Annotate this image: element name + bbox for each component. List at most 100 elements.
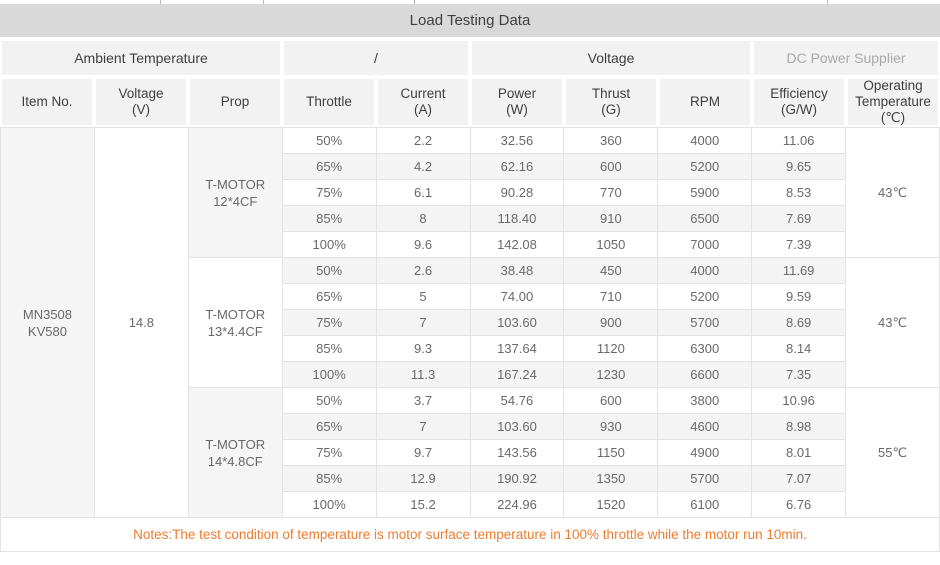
cell-rpm: 4000 [658, 258, 753, 284]
cell-line: Current [400, 86, 446, 101]
cell-efficiency: 10.96 [752, 388, 847, 414]
top-edge-tick [414, 0, 415, 4]
top-edge-tick [263, 0, 264, 4]
cell-line: 12*4CF [213, 193, 258, 209]
cell-line: T-MOTOR [205, 306, 266, 322]
cell-throttle: 65% [282, 284, 377, 310]
cell-thrust: 900 [564, 310, 659, 336]
cell-power: 54.76 [470, 388, 565, 414]
cell-line: T-MOTOR [205, 436, 266, 452]
prop-cell: T-MOTOR 12*4CF [188, 128, 283, 258]
cell-thrust: 1350 [564, 466, 659, 492]
cell-rpm: 4600 [658, 414, 753, 440]
cell-rpm: 7000 [658, 232, 753, 258]
cell-current: 5 [376, 284, 471, 310]
column-header-thrust: Thrust (G) [564, 77, 658, 127]
header-ambient-temperature-label: Ambient Temperature [74, 50, 208, 66]
cell-rpm: 6600 [658, 362, 753, 388]
cell-efficiency: 7.07 [752, 466, 847, 492]
cell-line: Throttle [306, 94, 352, 109]
cell-rpm: 5700 [658, 310, 753, 336]
cell-power: 32.56 [470, 128, 565, 154]
cell-current: 9.6 [376, 232, 471, 258]
cell-line: 13*4.4CF [207, 323, 263, 339]
cell-throttle: 75% [282, 310, 377, 336]
cell-current: 2.6 [376, 258, 471, 284]
cell-line: (℃) [880, 110, 906, 125]
cell-power: 38.48 [470, 258, 565, 284]
cell-rpm: 5200 [658, 284, 753, 310]
cell-power: 62.16 [470, 154, 565, 180]
cell-current: 11.3 [376, 362, 471, 388]
cell-current: 8 [376, 206, 471, 232]
cell-line: MN3508 [22, 306, 73, 322]
cell-efficiency: 8.98 [752, 414, 847, 440]
column-header-current: Current (A) [376, 77, 470, 127]
cell-line: (A) [414, 102, 432, 117]
table-title-text: Load Testing Data [409, 12, 531, 29]
header-voltage-group: Voltage [470, 39, 752, 77]
cell-thrust: 450 [564, 258, 659, 284]
cell-throttle: 100% [282, 362, 377, 388]
cell-current: 9.7 [376, 440, 471, 466]
cell-rpm: 5700 [658, 466, 753, 492]
column-header-efficiency: Efficiency (G/W) [752, 77, 846, 127]
prop-cell: T-MOTOR 13*4.4CF [188, 258, 283, 388]
cell-line: (W) [506, 102, 528, 117]
cell-line: 14*4.8CF [207, 453, 263, 469]
column-header-item-no: Item No. [0, 77, 94, 127]
header-slash-label: / [374, 50, 378, 66]
cell-power: 143.56 [470, 440, 565, 466]
cell-power: 118.40 [470, 206, 565, 232]
cell-current: 15.2 [376, 492, 471, 518]
cell-current: 3.7 [376, 388, 471, 414]
header-group-row: Ambient Temperature / Voltage DC Power S… [0, 39, 940, 77]
supply-voltage-cell: 14.8 [94, 128, 189, 518]
cell-line: Power [497, 86, 537, 101]
cell-rpm: 3800 [658, 388, 753, 414]
cell-line: RPM [690, 94, 720, 109]
cell-power: 142.08 [470, 232, 565, 258]
cell-efficiency: 8.53 [752, 180, 847, 206]
cell-efficiency: 11.06 [752, 128, 847, 154]
supply-voltage-value: 14.8 [128, 315, 154, 330]
top-edge-remnant [0, 0, 940, 4]
cell-rpm: 6100 [658, 492, 753, 518]
cell-line: Prop [220, 94, 250, 109]
cell-power: 103.60 [470, 310, 565, 336]
cell-thrust: 910 [564, 206, 659, 232]
column-header-power: Power (W) [470, 77, 564, 127]
cell-line: KV580 [27, 323, 67, 339]
cell-efficiency: 7.39 [752, 232, 847, 258]
cell-rpm: 5900 [658, 180, 753, 206]
cell-thrust: 600 [564, 388, 659, 414]
cell-thrust: 770 [564, 180, 659, 206]
cell-current: 9.3 [376, 336, 471, 362]
cell-efficiency: 7.35 [752, 362, 847, 388]
cell-thrust: 710 [564, 284, 659, 310]
cell-thrust: 1120 [564, 336, 659, 362]
cell-throttle: 65% [282, 154, 377, 180]
cell-throttle: 50% [282, 128, 377, 154]
notes-row: Notes:The test condition of temperature … [0, 518, 940, 552]
cell-current: 2.2 [376, 128, 471, 154]
cell-efficiency: 6.76 [752, 492, 847, 518]
cell-rpm: 5200 [658, 154, 753, 180]
cell-line: Temperature [855, 94, 931, 109]
cell-throttle: 50% [282, 258, 377, 284]
cell-throttle: 65% [282, 414, 377, 440]
cell-thrust: 1150 [564, 440, 659, 466]
cell-power: 90.28 [470, 180, 565, 206]
cell-current: 7 [376, 310, 471, 336]
cell-line: Voltage [118, 86, 164, 101]
cell-line: (V) [132, 102, 150, 117]
cell-throttle: 85% [282, 466, 377, 492]
cell-power: 137.64 [470, 336, 565, 362]
operating-temperature-cell: 43℃ [846, 258, 940, 388]
cell-current: 6.1 [376, 180, 471, 206]
cell-line: Efficiency [770, 86, 828, 101]
cell-throttle: 50% [282, 388, 377, 414]
cell-efficiency: 11.69 [752, 258, 847, 284]
column-header-throttle: Throttle [282, 77, 376, 127]
